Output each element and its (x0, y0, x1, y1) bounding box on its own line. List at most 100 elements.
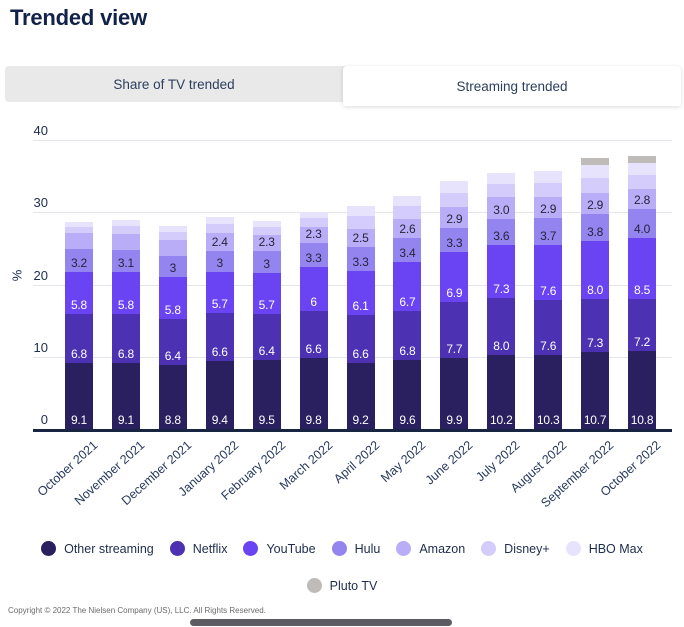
segment-netflix: 8.0 (487, 297, 516, 356)
chart-legend-row-2: Pluto TV (0, 578, 684, 593)
legend-item-amazon[interactable]: Amazon (396, 541, 465, 556)
legend-item-disney-[interactable]: Disney+ (481, 541, 550, 556)
bar-october-2022: 10.8 7.2 8.5 4.0 2.8 (628, 156, 657, 429)
segment-netflix: 6.6 (346, 314, 375, 363)
y-tick-10: 10 (33, 339, 48, 355)
segment-other-streaming: 8.8 (158, 365, 187, 429)
legend-item-pluto-tv[interactable]: Pluto TV (306, 578, 377, 593)
segment-value-label: 2.3 (258, 235, 275, 250)
segment-disney- (65, 226, 93, 234)
segment-netflix: 6.6 (299, 310, 328, 359)
segment-value-label: 3.7 (540, 228, 557, 243)
segment-hulu: 3 (252, 251, 281, 274)
segment-value-label: 3 (216, 256, 224, 271)
segment-disney- (534, 182, 563, 198)
segment-value-label: 8.0 (587, 283, 604, 298)
segment-value-label: 2.9 (446, 212, 463, 227)
legend-item-hbo-max[interactable]: HBO Max (565, 541, 643, 556)
segment-value-label: 2.9 (540, 202, 557, 217)
segment-value-label: 3.3 (305, 251, 322, 266)
segment-value-label: 2.9 (587, 197, 604, 212)
segment-value-label: 6.8 (399, 343, 416, 358)
bar-october-2021: 9.1 6.8 5.8 3.2 (65, 221, 93, 429)
segment-hbo-max (393, 195, 422, 206)
segment-hulu: 3.4 (393, 237, 422, 263)
segment-hbo-max (487, 172, 516, 184)
segment-value-label: 2.6 (399, 221, 416, 236)
y-axis-label: % (9, 269, 25, 282)
legend-item-youtube[interactable]: YouTube (243, 541, 316, 556)
segment-value-label: 3.0 (493, 202, 510, 217)
legend-dot-icon (565, 541, 581, 556)
segment-value-label: 3.3 (352, 254, 369, 269)
segment-value-label: 5.8 (70, 298, 88, 313)
segment-hbo-max (581, 164, 610, 178)
segment-amazon (158, 239, 187, 256)
segment-value-label: 4.0 (633, 221, 651, 236)
tab-streaming-trended[interactable]: Streaming trended (343, 66, 681, 106)
segment-value-label: 6.1 (352, 298, 369, 313)
copyright-notice: Copyright © 2022 The Nielsen Company (US… (8, 606, 266, 615)
legend-dot-icon (169, 541, 185, 556)
segment-value-label: 10.2 (489, 413, 513, 427)
segment-value-label: 3.3 (446, 236, 463, 251)
legend-item-other-streaming[interactable]: Other streaming (41, 541, 154, 556)
segment-value-label: 3.1 (117, 256, 134, 271)
segment-hbo-max (346, 205, 375, 216)
legend-label: HBO Max (588, 541, 643, 556)
segment-other-streaming: 9.4 (205, 361, 234, 429)
segment-hulu: 3.7 (534, 218, 563, 245)
segment-other-streaming: 9.1 (65, 363, 93, 429)
segment-hulu: 3.3 (440, 228, 469, 253)
segment-youtube: 7.6 (534, 244, 563, 300)
y-tick-0: 0 (40, 412, 48, 427)
horizontal-scrollbar-thumb[interactable] (190, 619, 452, 626)
chart-legend-row-1: Other streaming Netflix YouTube Hulu Amazon D… (0, 541, 684, 556)
segment-netflix: 7.7 (440, 301, 469, 358)
segment-value-label: 6.4 (164, 349, 181, 364)
segment-youtube: 5.8 (158, 277, 187, 320)
gridline-y40 (33, 140, 672, 142)
legend-label: Amazon (419, 541, 466, 556)
segment-youtube: 6.7 (393, 262, 422, 311)
segment-value-label: 6.9 (446, 285, 463, 300)
legend-label: Other streaming (64, 541, 154, 556)
segment-amazon: 2.9 (581, 192, 610, 214)
segment-other-streaming: 9.5 (252, 360, 281, 429)
segment-youtube: 5.7 (252, 273, 281, 315)
segment-disney- (487, 183, 516, 198)
segment-other-streaming: 10.7 (581, 351, 610, 429)
segment-value-label: 9.4 (211, 413, 228, 427)
segment-hbo-max (158, 226, 187, 232)
segment-value-label: 10.3 (536, 413, 560, 427)
legend-dot-icon (331, 541, 347, 556)
segment-youtube: 5.7 (205, 272, 234, 314)
segment-disney- (205, 223, 234, 234)
segment-youtube: 6.1 (346, 270, 375, 315)
legend-item-hulu[interactable]: Hulu (331, 541, 380, 556)
segment-hbo-max (534, 170, 563, 183)
legend-item-netflix[interactable]: Netflix (169, 541, 227, 556)
tab-share-of-tv-trended[interactable]: Share of TV trended (113, 76, 235, 92)
bar-may-2022: 9.6 6.8 6.7 3.4 2.6 (393, 195, 422, 429)
segment-disney- (111, 226, 140, 235)
segment-value-label: 7.7 (446, 341, 463, 356)
segment-amazon (65, 233, 93, 250)
segment-netflix: 6.8 (111, 314, 140, 364)
segment-value-label: 8.5 (633, 283, 651, 298)
segment-hulu: 3 (158, 255, 187, 278)
segment-value-label: 3 (263, 257, 270, 272)
segment-hbo-max (299, 211, 328, 219)
segment-netflix: 7.3 (581, 299, 610, 352)
segment-value-label: 6.4 (258, 344, 275, 359)
segment-value-label: 10.7 (583, 413, 607, 427)
bar-august-2022: 10.3 7.6 7.6 3.7 2.9 (534, 170, 563, 429)
segment-value-label: 9.9 (446, 413, 463, 427)
segment-value-label: 7.3 (587, 335, 604, 350)
tab-bar: Share of TV trended Streaming trended (5, 66, 681, 106)
segment-hulu: 3.1 (111, 249, 140, 273)
bar-february-2022: 9.5 6.4 5.7 3 2.3 (252, 221, 281, 429)
x-axis-line (33, 429, 672, 432)
segment-other-streaming: 9.2 (346, 362, 375, 429)
segment-value-label: 9.1 (70, 413, 88, 427)
